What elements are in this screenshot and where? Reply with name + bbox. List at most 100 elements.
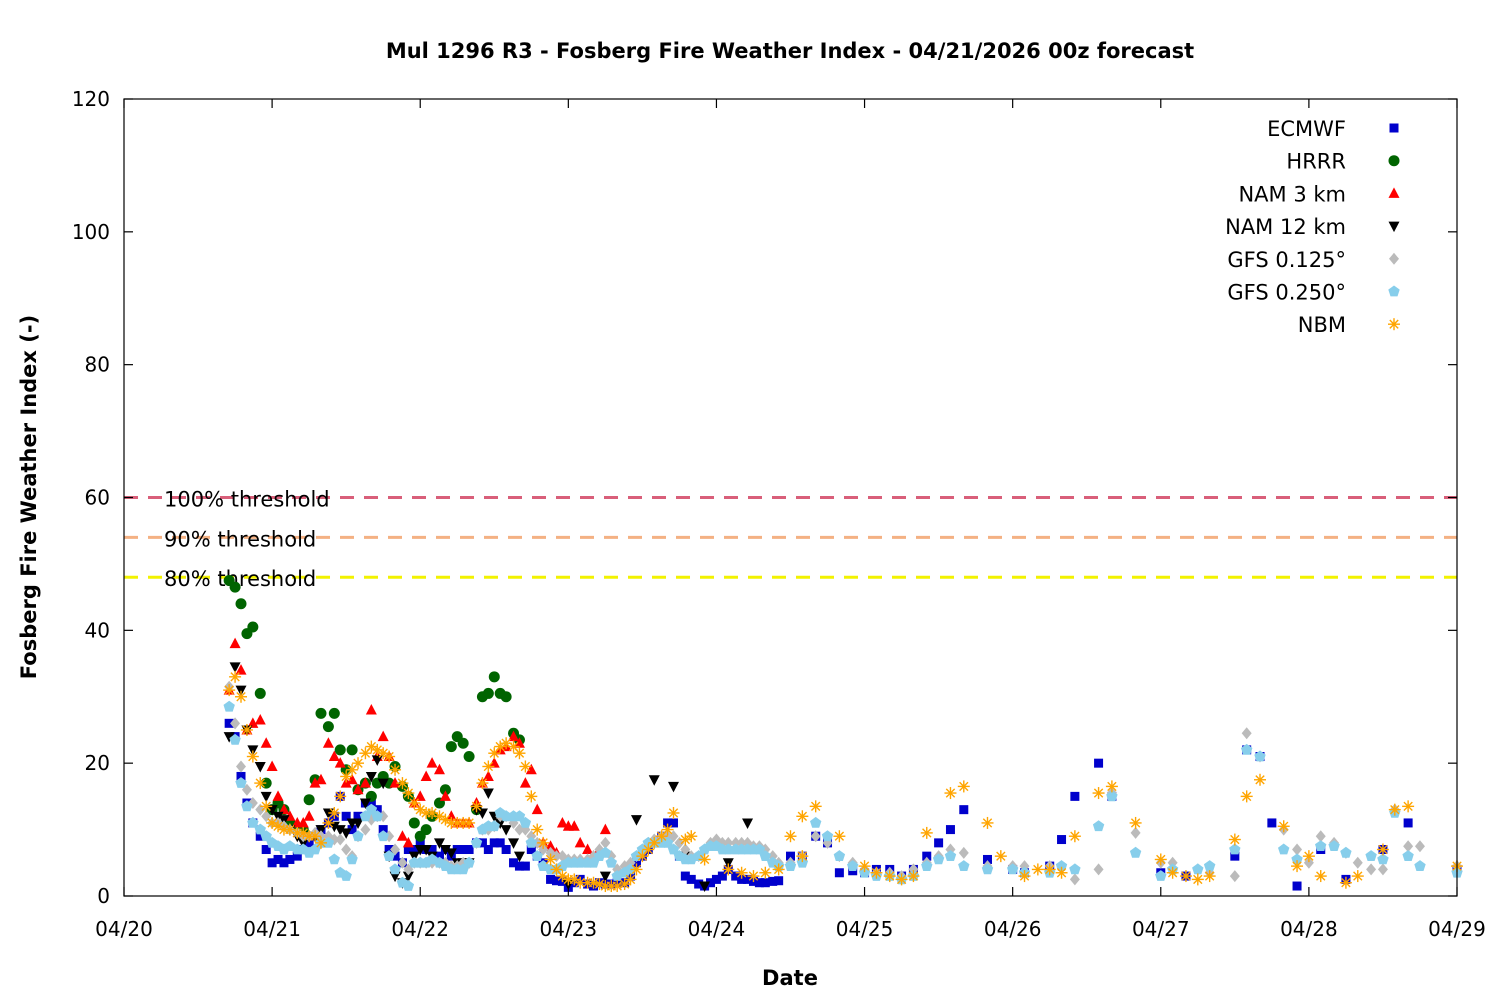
star-stroke [748, 871, 759, 881]
marker-star [314, 836, 327, 849]
marker-star [907, 870, 920, 883]
marker-square [372, 805, 382, 815]
marker-pentagon [821, 830, 834, 842]
marker-star [1302, 850, 1315, 863]
marker-star [223, 684, 236, 697]
marker-triangle-up [303, 810, 315, 821]
star-stroke [908, 871, 919, 881]
star-stroke [329, 808, 340, 818]
marker-square [1230, 851, 1240, 861]
marker-pentagon [1192, 863, 1204, 875]
star-stroke [397, 778, 408, 788]
star-stroke [649, 838, 659, 848]
star-stroke [594, 879, 605, 889]
marker-star [476, 777, 489, 790]
marker-pentagon [1414, 860, 1426, 871]
star-stroke [514, 748, 525, 758]
legend-label: ECMWF [1267, 117, 1346, 141]
marker-star [1166, 866, 1179, 879]
legend-label: GFS 0.250° [1227, 281, 1346, 305]
marker-triangle-down [667, 781, 679, 793]
marker-pentagon [247, 816, 259, 828]
marker-circle [463, 751, 475, 763]
marker-square [353, 811, 363, 821]
marker-star [334, 790, 347, 803]
marker-triangle-down [260, 791, 272, 803]
marker-circle [315, 707, 327, 719]
star-stroke [668, 808, 679, 818]
marker-square [489, 838, 499, 848]
marker-triangle-up [414, 790, 426, 801]
star-stroke [1241, 791, 1252, 802]
star-stroke [686, 831, 696, 841]
x-axis-label: Date [762, 966, 818, 990]
marker-star [1388, 318, 1400, 331]
marker-star [352, 757, 365, 770]
marker-circle [420, 824, 432, 836]
x-tick-label: 04/27 [1132, 917, 1190, 941]
marker-star [944, 787, 957, 800]
marker-square [1057, 835, 1067, 845]
marker-circle [439, 784, 451, 796]
marker-square [737, 874, 747, 884]
star-stroke [885, 871, 895, 881]
star-stroke [501, 738, 511, 748]
marker-star [1179, 870, 1192, 883]
marker-square [495, 838, 505, 848]
marker-pentagon [1229, 843, 1241, 855]
marker-triangle-up [229, 637, 241, 649]
marker-circle [247, 621, 259, 633]
data-points [223, 575, 1463, 893]
marker-square [458, 845, 468, 855]
star-stroke [378, 748, 388, 758]
marker-pentagon [1377, 853, 1389, 865]
marker-triangle-down [439, 845, 451, 856]
marker-triangle-up [531, 803, 543, 815]
marker-pentagon [346, 853, 358, 865]
marker-triangle-up [346, 773, 358, 785]
marker-diamond [1241, 727, 1252, 740]
marker-triangle-up [334, 757, 346, 768]
marker-square [668, 818, 678, 828]
marker-pentagon [1402, 850, 1414, 861]
star-stroke [1279, 821, 1289, 831]
marker-pentagon [519, 816, 532, 828]
marker-triangle-up [508, 730, 520, 742]
star-stroke [1255, 775, 1265, 785]
star-stroke [409, 798, 419, 808]
star-stroke [520, 761, 531, 772]
marker-star [920, 826, 933, 839]
marker-square [255, 831, 265, 841]
marker-pentagon [1129, 846, 1142, 858]
star-stroke [896, 874, 907, 885]
star-stroke [662, 824, 673, 835]
marker-triangle-down [322, 808, 334, 819]
marker-square [1389, 123, 1399, 133]
marker-diamond [600, 836, 611, 849]
star-stroke [236, 692, 246, 702]
star-stroke [532, 824, 542, 835]
marker-square [1403, 818, 1413, 828]
marker-square [834, 868, 844, 878]
marker-triangle-down [476, 808, 488, 819]
marker-star [1388, 803, 1401, 816]
marker-pentagon [810, 816, 822, 828]
marker-square [267, 858, 277, 868]
star-stroke [1107, 781, 1117, 792]
marker-square [501, 845, 511, 855]
marker-triangle-up [582, 843, 594, 855]
marker-triangle-up [525, 763, 537, 775]
marker-square [680, 871, 690, 881]
marker-star [408, 797, 421, 810]
marker-square [551, 876, 561, 886]
marker-star [1055, 866, 1068, 879]
star-stroke [1181, 871, 1191, 881]
marker-pentagon [1254, 750, 1266, 762]
plot-axes: 04/20 04/21 04/22 04/23 04/24 04/25 04/26 04/27… [72, 87, 1486, 941]
marker-star [1376, 843, 1389, 856]
marker-star [1018, 870, 1031, 883]
marker-pentagon [1315, 840, 1327, 851]
marker-triangle-up [297, 816, 309, 828]
marker-triangle-down [630, 815, 642, 826]
marker-pentagon [235, 777, 247, 788]
